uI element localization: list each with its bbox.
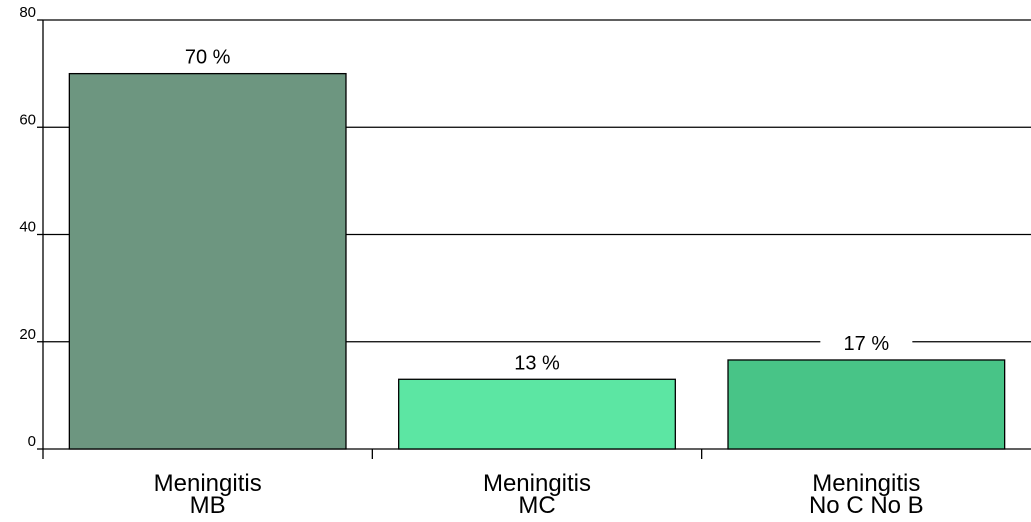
data-label-1: 13 % xyxy=(514,352,560,374)
bars xyxy=(68,72,1006,450)
y-tick-label-60: 60 xyxy=(19,111,36,128)
category-label-2: Meningitis No C No B xyxy=(809,470,924,519)
category-label-0-line-1: MB xyxy=(190,492,226,519)
data-label-group-1: 13 % xyxy=(491,347,583,378)
data-label-bg-1 xyxy=(491,347,583,378)
category-label-1-line-1: MC xyxy=(518,492,555,519)
bar-0 xyxy=(68,72,347,450)
category-label-2-line-0: Meningitis xyxy=(812,470,920,497)
category-label-2-line-1: No C No B xyxy=(809,492,924,519)
bar-1 xyxy=(398,378,676,450)
bar-2 xyxy=(727,359,1006,450)
category-label-1: Meningitis MC xyxy=(483,470,591,519)
data-label-2: 17 % xyxy=(844,333,890,355)
data-label-group-2: 17 % xyxy=(820,327,913,358)
y-tick-label-0: 0 xyxy=(28,433,36,450)
category-label-0: Meningitis MB xyxy=(154,470,262,519)
category-label-1-line-0: Meningitis xyxy=(483,470,591,497)
data-label-0: 70 % xyxy=(185,47,231,69)
data-label-group-0: 70 % xyxy=(161,41,254,72)
category-label-0-line-0: Meningitis xyxy=(154,470,262,497)
data-label-bg-2 xyxy=(820,327,913,358)
data-label-bg-0 xyxy=(161,41,254,72)
y-tick-label-40: 40 xyxy=(19,219,36,236)
y-tick-label-80: 80 xyxy=(19,4,36,21)
y-tick-label-20: 20 xyxy=(19,326,36,343)
